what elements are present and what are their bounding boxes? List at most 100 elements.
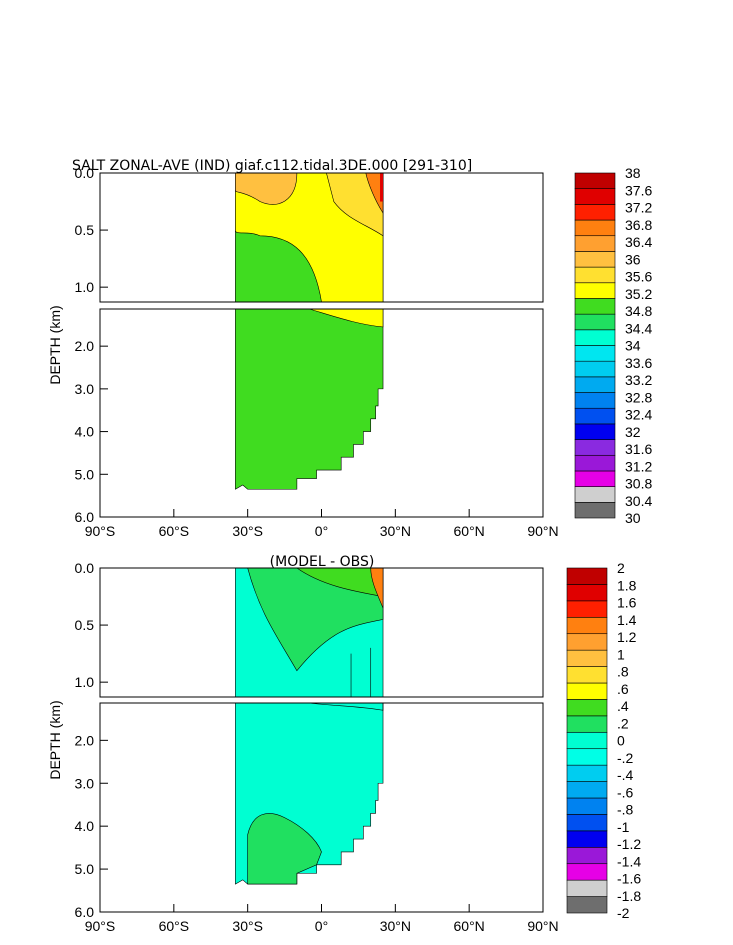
x-tick-label: 30°N [380,918,411,934]
diff-contour-12 [370,568,384,609]
salt-panel: SALT ZONAL-AVE (IND) giaf.c112.tidal.3DE… [47,158,652,539]
colorbar-swatch [566,715,608,733]
colorbar-label: 33.6 [625,355,652,371]
x-tick-label: 60°N [454,523,485,539]
colorbar-swatch [574,439,616,456]
y-tick-label: 3.0 [75,775,95,791]
colorbar-label: 36 [625,251,641,267]
colorbar-swatch [566,682,608,700]
colorbar: -2-1.8-1.6 -1.4-1.2-1-.8 -.6-.4-.20 .2.4.6.… [566,560,641,921]
colorbar-swatch [574,423,616,440]
colorbar-label: -.2 [617,750,634,766]
colorbar-label: -1 [617,819,630,835]
diff-contour-0 [247,568,384,672]
y-tick-label: 0.5 [75,222,95,238]
colorbar-label: .6 [617,681,629,697]
colorbar-swatch [566,846,608,865]
colorbar-swatch [574,329,616,346]
colorbar-label: -2 [617,905,630,921]
upper-section-fill [235,173,384,302]
y-tick-label: 0.0 [75,165,95,181]
x-tick-label: 30°N [380,523,411,539]
colorbar-swatch [574,282,616,299]
salinity-contour-356 [235,173,298,205]
colorbar-label: -1.8 [617,888,641,904]
upper-section-fill [235,568,384,697]
colorbar-label: .8 [617,664,629,680]
salinity-contour-352 [326,173,384,237]
colorbar-label: 32 [625,424,641,440]
colorbar-label: 1.6 [617,595,637,611]
colorbar-swatch [566,879,608,897]
colorbar-swatch [566,584,608,602]
x-tick-label: 0° [315,918,328,934]
colorbar-swatch [574,454,616,472]
colorbar-swatch [574,486,616,503]
x-tick-label: 90°N [527,918,558,934]
colorbar-label: 38 [625,165,641,181]
x-tick-label: 0° [315,523,328,539]
y-tick-label: 5.0 [75,861,95,877]
colorbar-label: 1.4 [617,612,637,628]
colorbar-swatch [566,649,608,667]
colorbar-swatch [574,266,616,284]
colorbar-label: 32.4 [625,407,652,423]
colorbar-swatch [566,814,608,832]
colorbar-swatch [566,600,608,618]
colorbar-swatch [566,666,608,684]
colorbar-swatch [566,896,608,914]
x-tick-label: 30°S [232,523,263,539]
colorbar-label: .2 [617,715,629,731]
colorbar-swatch [574,345,616,362]
y-tick-label: 1.0 [75,279,95,295]
colorbar-swatch [574,502,616,519]
colorbar-swatch [566,764,608,782]
colorbar-label: 34 [625,338,641,354]
x-tick-label: 60°S [159,523,190,539]
chart-title: (MODEL - OBS) [270,554,375,570]
colorbar-label: 36.8 [625,217,652,233]
y-tick-label: 5.0 [75,466,95,482]
upper-frame [99,567,544,698]
colorbar-swatch [574,235,616,252]
colorbar-label: .4 [617,698,629,714]
colorbar-label: -.6 [617,784,634,800]
colorbar-swatch [566,699,608,717]
diff-contour-lines [350,647,372,697]
colorbar-swatch [574,376,616,393]
colorbar-swatch [566,633,608,651]
chart-title: SALT ZONAL-AVE (IND) giaf.c112.tidal.3DE… [72,158,472,174]
y-tick-label: 6.0 [75,904,95,920]
colorbar-label: 31.2 [625,458,652,474]
colorbar-swatch [566,863,608,881]
colorbar-swatch [574,360,616,378]
colorbar-label: 30.4 [625,493,652,509]
y-tick-label: 4.0 [75,424,95,440]
x-tick-label: 60°S [159,918,190,934]
colorbar-swatch [566,616,608,635]
salinity-contour-372 [380,173,384,202]
y-tick-label: 2.0 [75,338,95,354]
colorbar-swatch [566,748,608,766]
diff-panel: (MODEL - OBS) 0.0 0.5 1.0 2.0 3.0 4.0 5.0 6.0 DEP… [47,554,641,934]
y-tick-label: 1.0 [75,674,95,690]
y-tick-label: 0.0 [75,560,95,576]
colorbar-label: 34.4 [625,320,652,336]
colorbar-swatch [574,172,616,189]
colorbar-swatch [566,830,608,848]
colorbar-swatch [574,251,616,268]
colorbar-label: 36.4 [625,234,652,250]
colorbar-label: -.4 [617,767,634,783]
x-tick-label: 90°N [527,523,558,539]
colorbar-swatch [566,781,608,799]
colorbar-label: 35.6 [625,269,652,285]
salinity-contour-364 [365,173,384,214]
y-axis-label: DEPTH (km) [47,305,63,384]
y-tick-label: 2.0 [75,732,95,748]
colorbar-label: 33.2 [625,372,652,388]
colorbar-label: 35.2 [625,286,652,302]
colorbar-swatch [574,470,616,487]
colorbar-swatch [574,188,616,205]
colorbar-label: 37.6 [625,182,652,198]
colorbar-swatch [566,797,608,815]
